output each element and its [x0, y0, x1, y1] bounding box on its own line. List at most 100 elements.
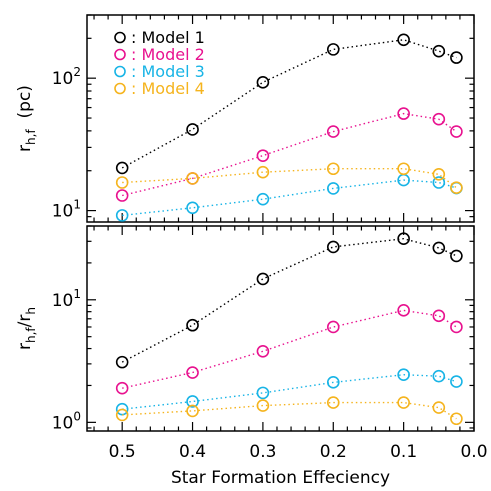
- series-4: [115, 396, 463, 426]
- legend-marker: [114, 48, 126, 61]
- legend-marker: [114, 65, 126, 78]
- y-axis-label: rh,f (pc): [15, 85, 38, 152]
- data-point: [432, 44, 446, 58]
- data-point: [115, 209, 129, 222]
- y-label-slash: /r: [15, 315, 35, 328]
- y-axis-label: rh,f/rh: [15, 307, 38, 350]
- data-point: [326, 240, 340, 254]
- data-point: [115, 176, 129, 189]
- data-point: [115, 408, 129, 422]
- legend-entry: : Model 2: [131, 45, 205, 64]
- data-point: [450, 249, 463, 263]
- legend-label: Model 3: [141, 62, 204, 81]
- series-3: [115, 173, 463, 222]
- series-1: [115, 33, 463, 175]
- data-point: [450, 51, 463, 64]
- x-tick-label: 0.5: [109, 442, 136, 462]
- data-point: [450, 375, 463, 388]
- data-point: [326, 396, 340, 409]
- data-point: [186, 395, 199, 408]
- y-label-subscript: h,f: [24, 129, 38, 145]
- series-line: [122, 179, 457, 217]
- data-point: [397, 368, 410, 381]
- y-tick-base: 10: [52, 291, 74, 311]
- data-point: [432, 176, 446, 189]
- legend-label: Model 4: [141, 79, 204, 98]
- data-point: [186, 172, 199, 185]
- y-tick-label: 102: [52, 65, 81, 89]
- x-tick-label: 0.3: [249, 442, 276, 462]
- data-point: [326, 43, 340, 56]
- legend-separator: :: [131, 45, 141, 64]
- data-point: [450, 320, 463, 334]
- data-point: [256, 149, 270, 162]
- legend-entry: : Model 4: [131, 79, 205, 98]
- data-point: [186, 123, 199, 136]
- y-tick-label: 100: [52, 409, 81, 433]
- y-tick-exponent: 0: [73, 409, 81, 423]
- data-point: [432, 309, 446, 323]
- legend-marker: [114, 82, 126, 95]
- x-tick-label: 0.2: [320, 442, 347, 462]
- data-point: [432, 167, 446, 181]
- series-line: [122, 373, 457, 410]
- series-2: [115, 304, 463, 395]
- legend-marker: [114, 31, 126, 44]
- y-tick-base: 10: [52, 69, 74, 89]
- data-point: [256, 344, 270, 358]
- y-tick-base: 10: [52, 202, 74, 222]
- data-point: [326, 162, 340, 176]
- y-label-subscript-2: h: [24, 307, 38, 315]
- series-line: [122, 112, 457, 197]
- x-tick-label: 0.0: [460, 442, 487, 462]
- data-point: [186, 201, 199, 215]
- data-point: [186, 366, 199, 379]
- data-point: [115, 189, 129, 202]
- legend-entry: : Model 3: [131, 62, 205, 81]
- series-line: [122, 309, 457, 389]
- data-point: [256, 192, 270, 206]
- y-tick-label: 101: [52, 287, 81, 311]
- data-point: [326, 125, 340, 138]
- y-tick-exponent: 1: [73, 198, 81, 212]
- data-point: [326, 376, 340, 389]
- data-point: [326, 320, 340, 334]
- y-tick-exponent: 2: [73, 65, 81, 79]
- legend-label: Model 2: [141, 45, 204, 64]
- legend-separator: :: [131, 62, 141, 81]
- data-point: [186, 318, 199, 332]
- x-tick-label: 0.1: [390, 442, 417, 462]
- data-point: [115, 355, 129, 369]
- data-point: [115, 161, 129, 175]
- y-label-main: r: [15, 145, 35, 152]
- data-point: [450, 181, 463, 194]
- data-point: [450, 412, 463, 426]
- data-point: [115, 381, 129, 395]
- legend: : Model 1: Model 2: Model 3: Model 4: [114, 28, 205, 98]
- data-point: [432, 401, 446, 414]
- data-point: [450, 125, 463, 138]
- y-label-unit: (pc): [15, 85, 35, 129]
- legend-separator: :: [131, 28, 141, 47]
- series-1: [115, 232, 463, 369]
- data-point: [432, 241, 446, 255]
- legend-separator: :: [131, 79, 141, 98]
- data-point: [115, 402, 129, 416]
- x-tick-label: 0.4: [179, 442, 206, 462]
- data-point: [186, 404, 199, 418]
- data-point: [397, 107, 410, 120]
- series-3: [115, 368, 463, 416]
- series-line: [122, 401, 457, 420]
- data-point: [256, 165, 270, 179]
- data-point: [432, 369, 446, 383]
- x-axis-label: Star Formation Effeciency: [171, 468, 390, 488]
- legend-label: Model 1: [141, 28, 204, 47]
- y-tick-base: 10: [52, 413, 74, 433]
- y-label-main: r: [15, 343, 35, 350]
- data-point: [256, 272, 270, 286]
- y-tick-label: 101: [52, 198, 81, 222]
- series-line: [121, 237, 457, 363]
